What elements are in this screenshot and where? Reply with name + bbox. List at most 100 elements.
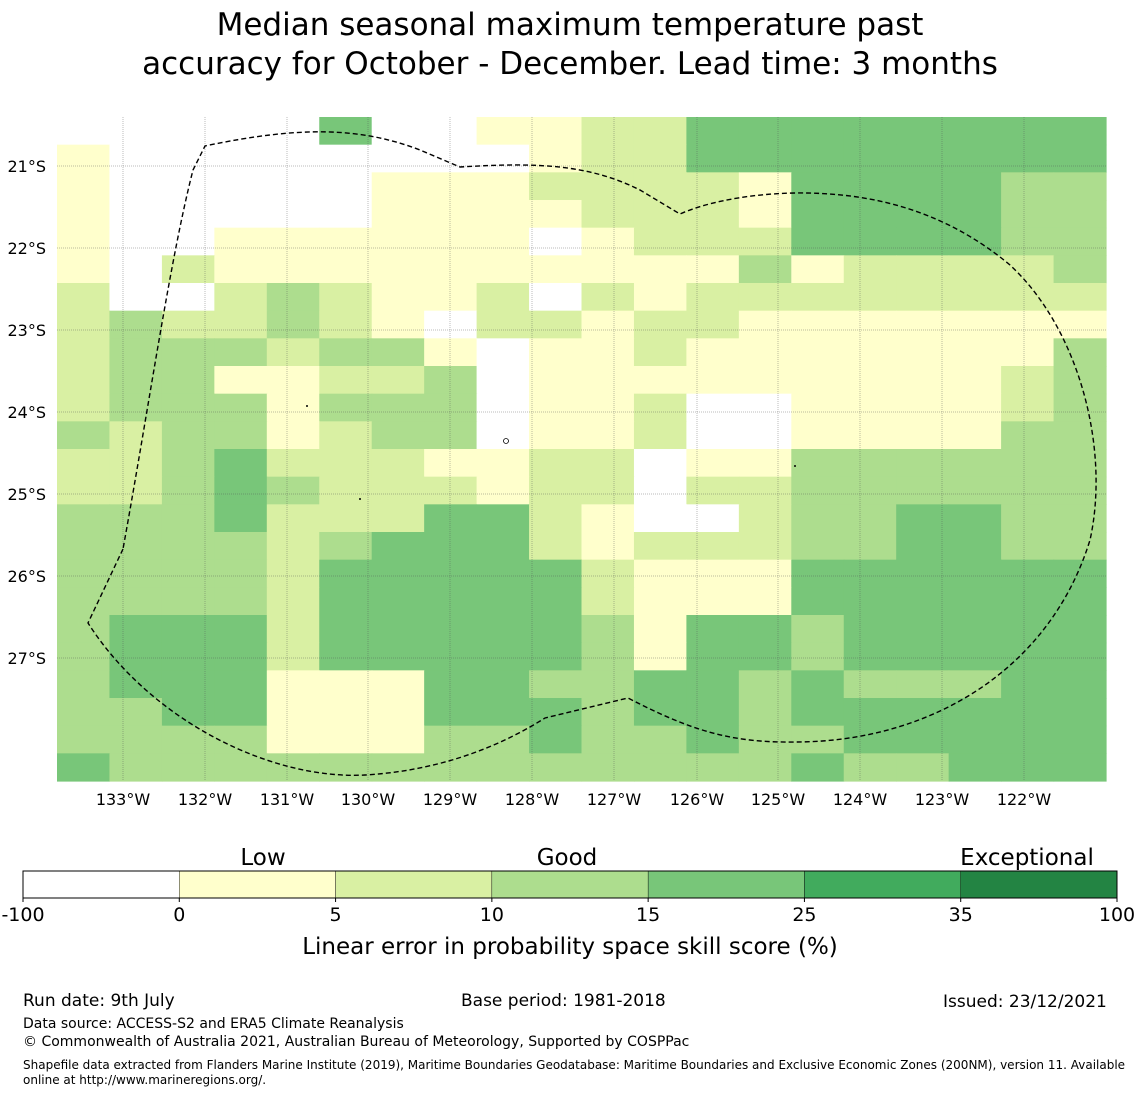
grid-cell xyxy=(266,559,320,588)
grid-cell xyxy=(686,421,740,450)
grid-cell xyxy=(161,421,215,450)
grid-cell xyxy=(109,227,163,256)
colorbar-tick-label: -100 xyxy=(1,904,44,926)
grid-cell xyxy=(581,117,635,146)
grid-cell xyxy=(896,172,950,201)
grid-cell xyxy=(896,283,950,312)
eez-boundary xyxy=(87,131,1097,776)
grid-cell xyxy=(1001,532,1055,561)
grid-cell xyxy=(738,227,792,256)
grid-cell xyxy=(633,117,687,146)
grid-cell xyxy=(529,117,583,146)
grid-cell xyxy=(371,200,425,229)
island-marker xyxy=(359,498,361,500)
latitude-label: 23°S xyxy=(7,321,46,340)
grid-cell xyxy=(581,366,635,395)
grid-cell xyxy=(214,504,268,533)
grid-cell xyxy=(896,725,950,754)
shapefile-credit: Shapefile data extracted from Flanders M… xyxy=(23,1058,1126,1087)
grid-cell xyxy=(633,476,687,505)
grid-cell xyxy=(161,393,215,422)
base-period: Base period: 1981-2018 xyxy=(461,991,666,1011)
grid-cell xyxy=(1001,393,1055,422)
grid-cell xyxy=(686,559,740,588)
grid-cell xyxy=(791,172,845,201)
grid-cell xyxy=(738,670,792,699)
grid-cell xyxy=(738,642,792,671)
grid-cell xyxy=(266,421,320,450)
grid-cell xyxy=(843,283,897,312)
grid-cell xyxy=(738,449,792,478)
grid-cell xyxy=(214,283,268,312)
grid-cell xyxy=(214,587,268,616)
grid-cell xyxy=(109,200,163,229)
grid-cell xyxy=(214,144,268,173)
grid-cell xyxy=(319,532,373,561)
grid-cell xyxy=(1001,670,1055,699)
grid-cell xyxy=(476,753,530,782)
grid-cell xyxy=(319,117,373,146)
grid-cell xyxy=(738,532,792,561)
grid-cell xyxy=(476,587,530,616)
grid-cell xyxy=(948,144,1002,173)
grid-cell xyxy=(738,615,792,644)
grid-cell xyxy=(57,310,111,339)
grid-cell xyxy=(529,310,583,339)
grid-cell xyxy=(581,172,635,201)
grid-cell xyxy=(1053,698,1107,727)
grid-cell xyxy=(1053,227,1107,256)
grid-cell xyxy=(57,725,111,754)
grid-cell xyxy=(633,615,687,644)
grid-cell xyxy=(109,172,163,201)
grid-cell xyxy=(843,476,897,505)
grid-cell xyxy=(371,227,425,256)
grid-cell xyxy=(109,393,163,422)
grid-cell xyxy=(843,587,897,616)
grid-cell xyxy=(581,393,635,422)
grid-cell xyxy=(686,476,740,505)
grid-cell xyxy=(896,393,950,422)
grid-cell xyxy=(843,532,897,561)
grid-cell xyxy=(843,144,897,173)
grid-cell xyxy=(896,117,950,146)
grid-cell xyxy=(319,255,373,284)
grid-cell xyxy=(476,559,530,588)
grid-cell xyxy=(371,172,425,201)
grid-cell xyxy=(57,144,111,173)
grid-cell xyxy=(633,200,687,229)
grid-cell xyxy=(57,504,111,533)
grid-cell xyxy=(214,393,268,422)
grid-cell xyxy=(1001,283,1055,312)
grid-cell xyxy=(1053,753,1107,782)
grid-cell xyxy=(266,670,320,699)
grid-cell xyxy=(633,366,687,395)
grid-cell xyxy=(896,476,950,505)
grid-cell xyxy=(1001,117,1055,146)
grid-cell xyxy=(529,366,583,395)
grid-cell xyxy=(476,698,530,727)
grid-cell xyxy=(57,753,111,782)
grid-cell xyxy=(529,753,583,782)
colorbar-tick-label: 100 xyxy=(1099,904,1135,926)
grid-cell xyxy=(266,642,320,671)
grid-cell xyxy=(214,642,268,671)
grid-cell xyxy=(57,698,111,727)
latitude-labels: 21°S 22°S 23°S 24°S 25°S 26°S 27°S xyxy=(7,157,46,668)
grid-cell xyxy=(896,698,950,727)
grid-cell xyxy=(896,421,950,450)
grid-cell xyxy=(1053,172,1107,201)
grid-cell xyxy=(948,255,1002,284)
grid-cell xyxy=(371,255,425,284)
grid-cell xyxy=(843,421,897,450)
grid-cell xyxy=(738,559,792,588)
grid-cell xyxy=(424,200,478,229)
grid-cell xyxy=(581,725,635,754)
grid-cell xyxy=(476,504,530,533)
grid-cell xyxy=(896,587,950,616)
run-date: Run date: 9th July xyxy=(23,991,175,1011)
grid-cell xyxy=(214,476,268,505)
grid-cell xyxy=(266,200,320,229)
grid-cell xyxy=(529,421,583,450)
grid-cell xyxy=(161,310,215,339)
grid-cell xyxy=(581,642,635,671)
